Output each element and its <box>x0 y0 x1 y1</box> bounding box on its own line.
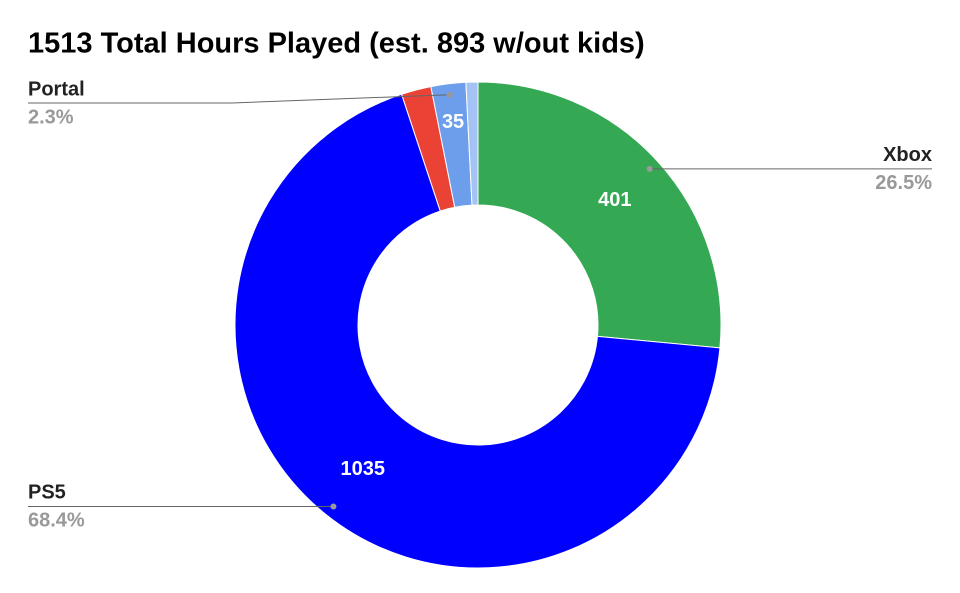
leader-dot <box>446 91 453 98</box>
value-label: 1035 <box>340 458 385 480</box>
leader-dot <box>646 165 653 172</box>
slice <box>477 81 722 349</box>
slice-name: Xbox <box>883 144 932 166</box>
slice-percent: 68.4% <box>28 510 85 532</box>
slice-percent: 2.3% <box>28 106 74 128</box>
leader-dot <box>330 503 337 510</box>
slice-name: PS5 <box>28 482 66 504</box>
slice-percent: 26.5% <box>875 172 932 194</box>
leader-line <box>28 94 450 104</box>
chart-title: 1513 Total Hours Played (est. 893 w/out … <box>28 28 645 60</box>
slice <box>234 93 721 569</box>
slice-name: Portal <box>28 78 85 100</box>
value-label: 35 <box>442 111 464 133</box>
slice <box>465 81 479 206</box>
value-label: 401 <box>598 189 631 211</box>
